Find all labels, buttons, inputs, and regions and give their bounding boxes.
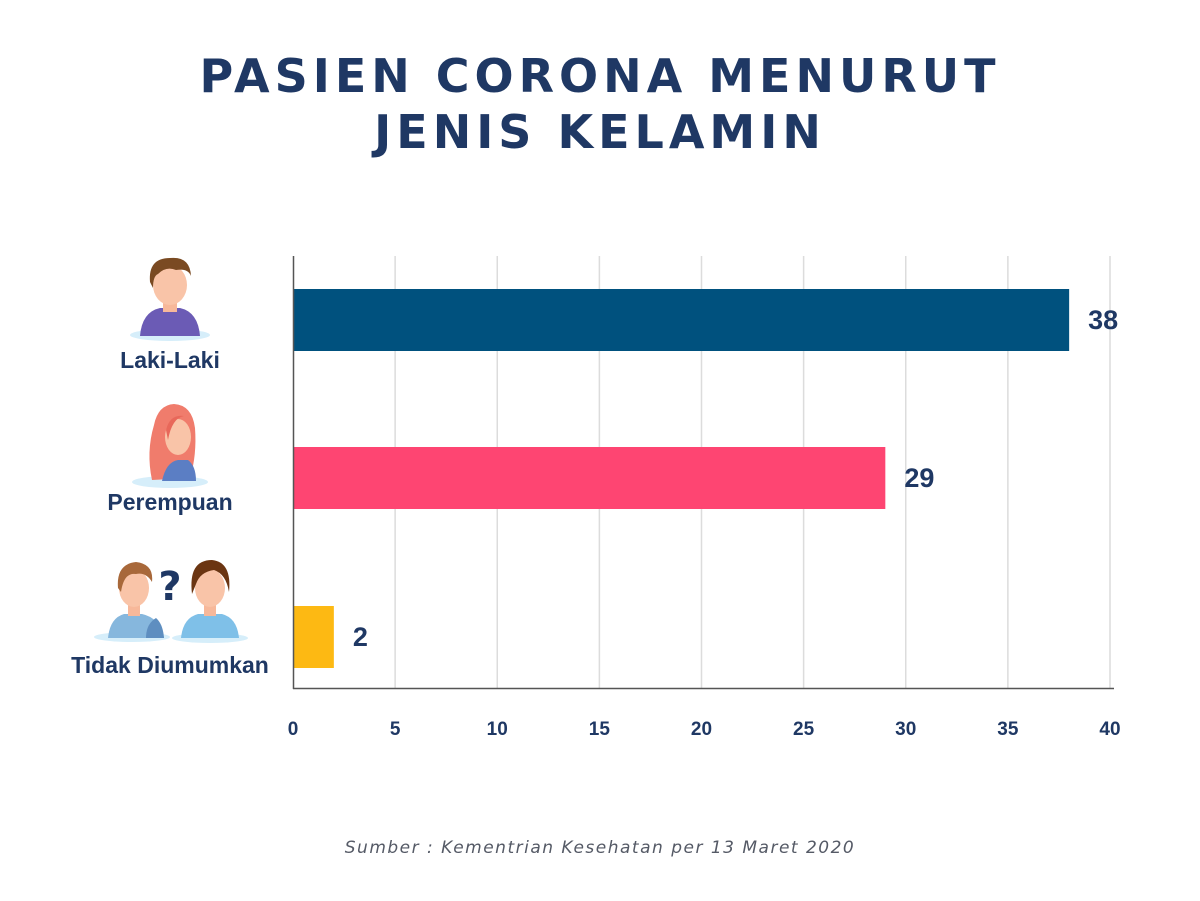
chart-title: PASIEN CORONA MENURUT JENIS KELAMIN	[0, 48, 1200, 160]
axes	[292, 256, 1114, 690]
category-label: Tidak Diumumkan	[71, 652, 269, 678]
man-avatar-icon	[130, 257, 210, 341]
woman-avatar-icon	[132, 404, 208, 488]
chart-title-line-2: JENIS KELAMIN	[374, 105, 826, 159]
svg-text:?: ?	[158, 564, 181, 610]
category-label: Perempuan	[107, 489, 232, 515]
category-label: Laki-Laki	[120, 347, 220, 373]
x-tick-label: 10	[487, 719, 508, 740]
x-tick-label: 5	[390, 719, 401, 740]
data-label: 29	[904, 463, 934, 493]
bar-tidak-diumumkan	[294, 606, 334, 668]
x-tick-label: 30	[895, 719, 916, 740]
unknown-gender-icon: ?	[94, 560, 248, 643]
x-tick-labels: 0 5 10 15 20 25 30 35 40	[288, 719, 1121, 740]
data-label: 38	[1088, 305, 1118, 335]
x-tick-label: 25	[793, 719, 815, 740]
data-label: 2	[353, 622, 368, 652]
x-tick-label: 35	[997, 719, 1019, 740]
category-labels: Laki-Laki Perempuan Tidak Diumumkan	[71, 347, 269, 678]
bar-perempuan	[294, 447, 886, 509]
x-tick-label: 40	[1099, 719, 1120, 740]
chart-title-line-1: PASIEN CORONA MENURUT	[199, 49, 1001, 103]
data-labels: 38 29 2	[353, 305, 1118, 652]
bars	[294, 289, 1070, 668]
x-tick-label: 15	[589, 719, 611, 740]
x-tick-label: 0	[288, 719, 299, 740]
x-tick-label: 20	[691, 719, 712, 740]
source-note: Sumber : Kementrian Kesehatan per 13 Mar…	[344, 838, 856, 858]
bar-laki-laki	[294, 289, 1070, 351]
